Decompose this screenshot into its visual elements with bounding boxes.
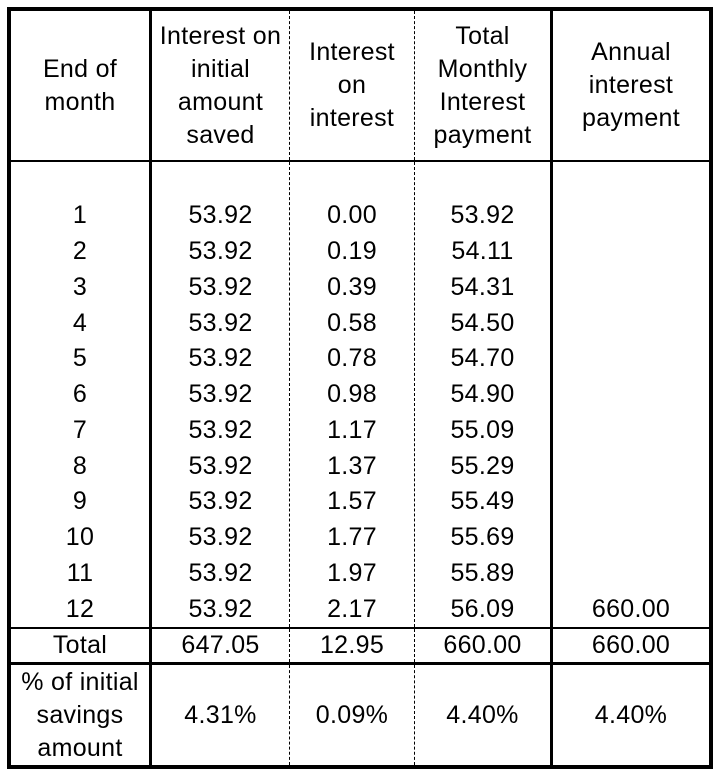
cell-interest_initial: 53.92	[188, 451, 253, 480]
cell-annual	[553, 520, 709, 556]
cell-interest_on_interest: 0.58	[327, 308, 377, 337]
cell-month: 8	[72, 451, 88, 480]
interest-table: End of month Interest on initial amount …	[7, 7, 713, 769]
cell-interest_initial: 53.92	[188, 201, 253, 230]
cell-total_monthly: 56.09	[450, 594, 515, 623]
percent-annual: 4.40%	[594, 700, 668, 729]
cell-interest_initial: 53.92	[188, 308, 253, 337]
cell-interest_initial: 53.92	[188, 415, 253, 444]
cell-annual	[553, 341, 709, 377]
cell-total_monthly: 55.49	[450, 487, 515, 516]
cell-annual	[553, 556, 709, 592]
cell-total_monthly: 55.69	[450, 523, 515, 552]
header-interest-on-interest: Interest on interest	[290, 11, 415, 160]
cell-interest_on_interest: 1.37	[327, 451, 377, 480]
cell-interest_on_interest: 0.39	[327, 272, 377, 301]
cell-interest_on_interest: 0.19	[327, 237, 377, 266]
total-monthly-interest: 660.00	[415, 629, 553, 662]
cell-annual: 660.00	[591, 594, 671, 623]
cell-total_monthly: 55.29	[450, 451, 515, 480]
cell-interest_initial: 53.92	[188, 558, 253, 587]
header-annual-interest: Annual interest payment	[582, 38, 680, 132]
header-interest-on-initial: Interest on initial amount saved	[152, 11, 290, 160]
cell-month: 4	[72, 308, 88, 337]
cell-interest_on_interest: 0.00	[327, 201, 377, 230]
cell-interest_initial: 53.92	[188, 487, 253, 516]
cell-month: 7	[72, 415, 88, 444]
cell-month: 3	[72, 272, 88, 301]
percent-interest-on-initial: 4.31%	[152, 665, 290, 765]
annual-interest-column: 660.00	[553, 162, 709, 627]
cell-month: 12	[65, 594, 95, 623]
cell-annual	[553, 377, 709, 413]
monthly-data-section: 1 2 3 4 5 6 7 8 9 10 11 12 53.92 53.92 53.92 53.92 53.9…	[11, 162, 709, 629]
cell-annual	[553, 484, 709, 520]
cell-total_monthly: 55.09	[450, 415, 515, 444]
percent-total-monthly: 4.40%	[415, 665, 553, 765]
cell-total_monthly: 54.90	[450, 380, 515, 409]
cell-interest_on_interest: 1.77	[327, 523, 377, 552]
cell-annual	[553, 413, 709, 449]
total-interest-on-initial: 647.05	[152, 629, 290, 662]
total-annual-interest: 660.00	[591, 631, 671, 659]
cell-interest_on_interest: 0.98	[327, 380, 377, 409]
cell-interest_initial: 53.92	[188, 272, 253, 301]
cell-total_monthly: 54.50	[450, 308, 515, 337]
percent-label: % of initial savings amount	[11, 665, 152, 765]
cell-interest_initial: 53.92	[188, 523, 253, 552]
cell-interest_on_interest: 0.78	[327, 344, 377, 373]
cell-interest_on_interest: 2.17	[327, 594, 377, 623]
header-row: End of month Interest on initial amount …	[11, 11, 709, 162]
cell-interest_initial: 53.92	[188, 237, 253, 266]
cell-month: 1	[72, 201, 88, 230]
interest-on-initial-column: 53.92 53.92 53.92 53.92 53.92 53.92 53.92 53.92…	[152, 162, 290, 627]
cell-interest_on_interest: 1.57	[327, 487, 377, 516]
cell-total_monthly: 55.89	[450, 558, 515, 587]
percent-interest-on-interest: 0.09%	[290, 665, 415, 765]
cell-annual	[553, 198, 709, 234]
total-label: Total	[11, 629, 152, 662]
percent-of-initial-row: % of initial savings amount 4.31% 0.09% …	[11, 665, 709, 765]
cell-month: 5	[72, 344, 88, 373]
header-end-of-month: End of month	[11, 11, 152, 160]
cell-month: 2	[72, 237, 88, 266]
cell-total_monthly: 54.11	[451, 237, 514, 266]
cell-total_monthly: 54.70	[450, 344, 515, 373]
cell-annual	[553, 448, 709, 484]
cell-interest_on_interest: 1.17	[327, 415, 377, 444]
cell-month: 10	[65, 523, 95, 552]
interest-on-interest-column: 0.00 0.19 0.39 0.58 0.78 0.98 1.17 1.37 1.57 1.77…	[290, 162, 415, 627]
cell-interest_initial: 53.92	[188, 594, 253, 623]
cell-annual	[553, 234, 709, 270]
cell-month: 6	[72, 380, 88, 409]
cell-month: 11	[66, 558, 94, 587]
cell-interest_on_interest: 1.97	[327, 558, 377, 587]
month-column: 1 2 3 4 5 6 7 8 9 10 11 12	[11, 162, 152, 627]
cell-total_monthly: 53.92	[450, 201, 515, 230]
total-row: Total 647.05 12.95 660.00 660.00	[11, 629, 709, 665]
header-total-monthly-interest: Total Monthly Interest payment	[415, 11, 553, 160]
cell-interest_initial: 53.92	[188, 344, 253, 373]
total-interest-on-interest: 12.95	[290, 629, 415, 662]
total-monthly-interest-column: 53.92 54.11 54.31 54.50 54.70 54.90 55.09 55.29…	[415, 162, 553, 627]
cell-month: 9	[72, 487, 88, 516]
cell-interest_initial: 53.92	[188, 380, 253, 409]
cell-total_monthly: 54.31	[450, 272, 515, 301]
cell-annual	[553, 305, 709, 341]
cell-annual	[553, 270, 709, 306]
